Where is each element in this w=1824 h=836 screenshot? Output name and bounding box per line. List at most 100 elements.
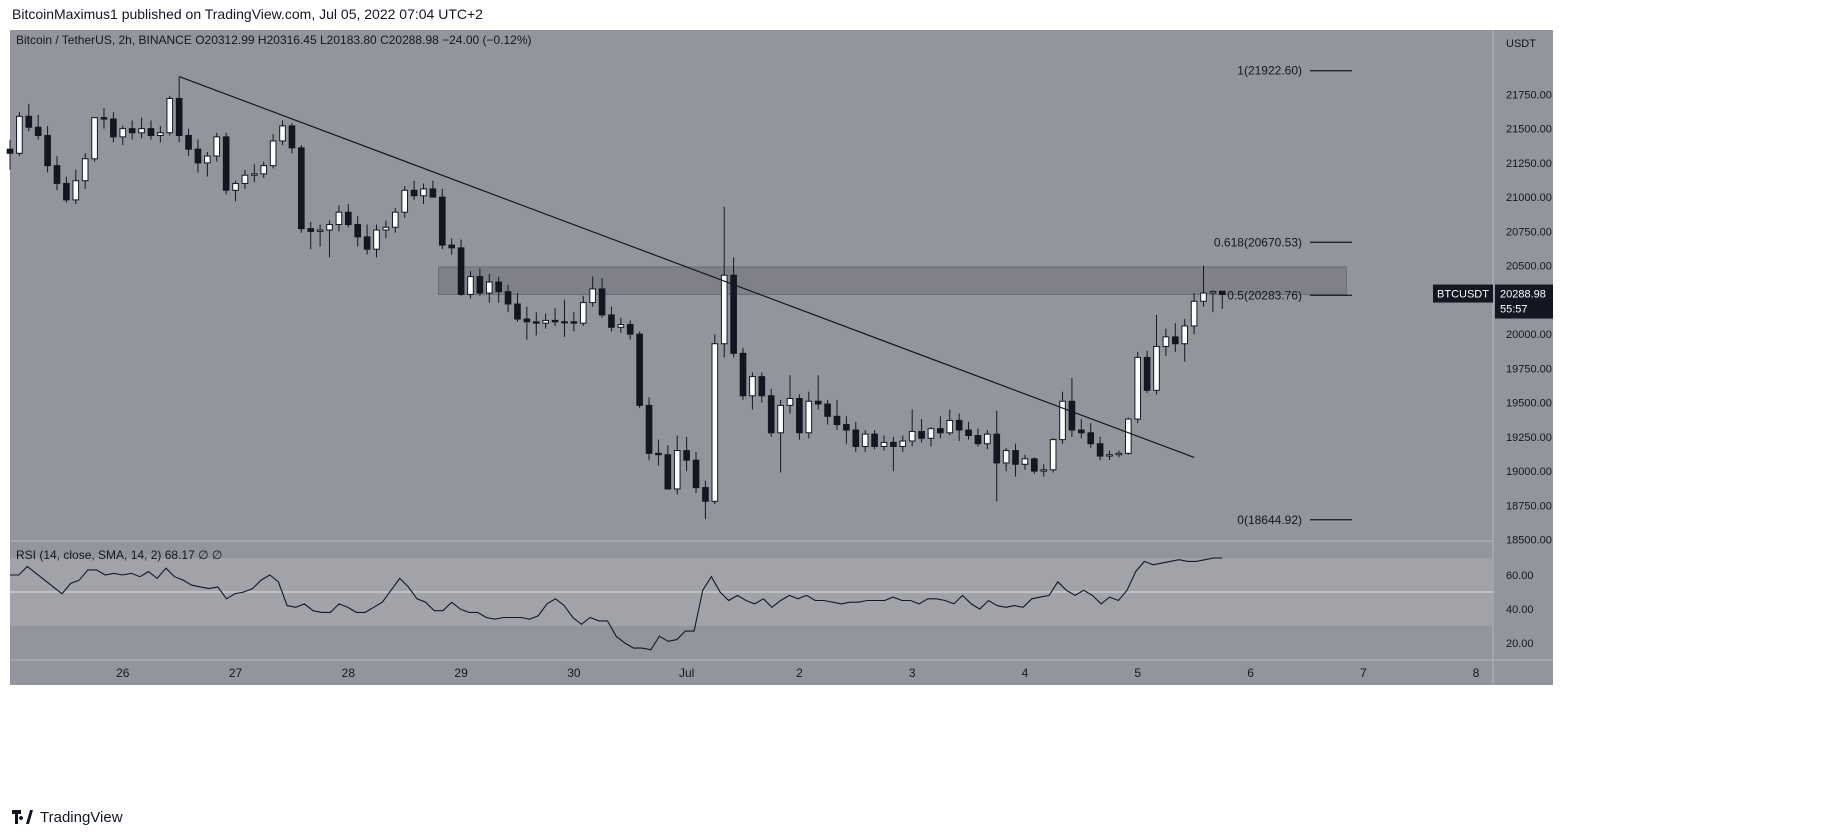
candle-up <box>391 211 399 228</box>
candle-down <box>974 435 982 445</box>
price-tick-label: 20500.00 <box>1506 261 1552 273</box>
candle-down <box>843 424 850 431</box>
candle-up <box>880 441 888 447</box>
candle-up <box>157 132 164 136</box>
price-tick-label: 19000.00 <box>1506 466 1552 478</box>
time-tick-label: 3 <box>909 666 916 680</box>
price-tick-label: 18500.00 <box>1506 535 1552 547</box>
candle-up <box>232 182 239 191</box>
candle-down <box>955 419 963 431</box>
candle-down <box>128 128 136 134</box>
time-tick-label: 28 <box>342 666 356 680</box>
time-tick-label: Jul <box>679 666 694 680</box>
price-tick-label: 19500.00 <box>1506 398 1552 410</box>
candle-up <box>279 125 286 142</box>
candle-down <box>824 403 831 417</box>
candle-down <box>438 196 446 246</box>
candle-down <box>476 276 484 294</box>
rsi-legend: RSI (14, close, SMA, 14, 2) 68.17 ∅ ∅ <box>16 548 222 562</box>
candle-down <box>626 324 634 335</box>
candle-up <box>1200 292 1207 302</box>
candle-down <box>1096 443 1104 457</box>
time-tick-label: 7 <box>1360 666 1367 680</box>
candle-up <box>749 376 756 397</box>
candle-up <box>260 165 268 175</box>
candle-down <box>1087 432 1095 445</box>
candle-up <box>1162 336 1170 347</box>
candle-up <box>420 188 427 197</box>
candle-down <box>457 247 465 295</box>
candle-down <box>523 318 531 323</box>
candle-down <box>363 236 371 250</box>
candle-down <box>655 452 662 456</box>
candle-down <box>53 165 61 184</box>
candle-up <box>720 274 728 345</box>
candle-up <box>1115 452 1123 456</box>
candle-down <box>833 415 841 426</box>
candle-up <box>373 229 380 250</box>
candle-down <box>532 321 540 324</box>
candle-down <box>1068 400 1076 431</box>
candle-down <box>63 182 70 201</box>
price-tick-label: 18750.00 <box>1506 500 1552 512</box>
candle-down <box>354 224 362 238</box>
descending-trendline <box>178 76 1195 458</box>
symbol-tag <box>1433 284 1493 303</box>
price-chart[interactable]: 1(21922.60) 0.618(20670.53) 0.5(20283.76) 0… <box>0 0 1824 800</box>
price-tag <box>1495 284 1553 319</box>
candle-up <box>1106 454 1113 457</box>
candle-up <box>908 430 916 442</box>
candle-up <box>1124 418 1132 454</box>
tradingview-footer: TradingView <box>12 806 123 828</box>
candle-down <box>692 459 700 489</box>
candle-up <box>946 419 954 434</box>
rsi-tick-label: 20.00 <box>1506 638 1534 650</box>
candle-down <box>852 429 860 447</box>
candle-up <box>1040 469 1048 472</box>
candle-down <box>175 97 183 136</box>
candle-up <box>119 128 127 138</box>
candle-down <box>410 189 418 197</box>
candle-down <box>636 333 643 406</box>
candle-up <box>711 343 719 502</box>
publisher-caption: BitcoinMaximus1 published on TradingView… <box>12 6 483 22</box>
candle-up <box>467 276 474 295</box>
rsi-line <box>10 557 1223 651</box>
candle-up <box>1209 291 1217 294</box>
resistance-zone <box>438 266 1347 295</box>
candle-down <box>6 148 14 154</box>
price-tick-label: 20000.00 <box>1506 329 1552 341</box>
candle-up <box>401 189 409 213</box>
candle-up <box>81 158 89 182</box>
candle-up <box>335 211 343 226</box>
candle-up <box>1059 400 1066 441</box>
time-tick-label: 27 <box>229 666 243 680</box>
candle-down <box>1143 356 1151 391</box>
price-tag-countdown: 55:57 <box>1500 304 1528 316</box>
candle-down <box>1012 450 1019 465</box>
price-tick-label: 19750.00 <box>1506 363 1552 375</box>
time-tick-label: 26 <box>116 666 130 680</box>
candle-up <box>382 226 390 231</box>
candle-down <box>814 400 822 405</box>
candle-down <box>514 303 521 320</box>
candle-down <box>429 188 437 198</box>
price-tick-label: 21250.00 <box>1506 158 1552 170</box>
candle-up <box>1049 439 1057 471</box>
candle-up <box>251 173 258 176</box>
candle-up <box>589 288 596 304</box>
candle-up <box>861 433 869 447</box>
price-tick-label: 20750.00 <box>1506 226 1552 238</box>
candle-down <box>110 118 117 138</box>
candle-up <box>166 97 174 134</box>
candle-up <box>204 155 211 164</box>
candle-down <box>937 428 944 434</box>
candle-down <box>890 441 897 447</box>
candle-down <box>185 134 192 150</box>
candle-up <box>138 128 145 134</box>
candle-up <box>72 180 80 201</box>
candle-up <box>805 400 813 434</box>
candle-down <box>288 125 296 149</box>
candle-down <box>608 314 615 328</box>
candle-up <box>542 319 549 324</box>
